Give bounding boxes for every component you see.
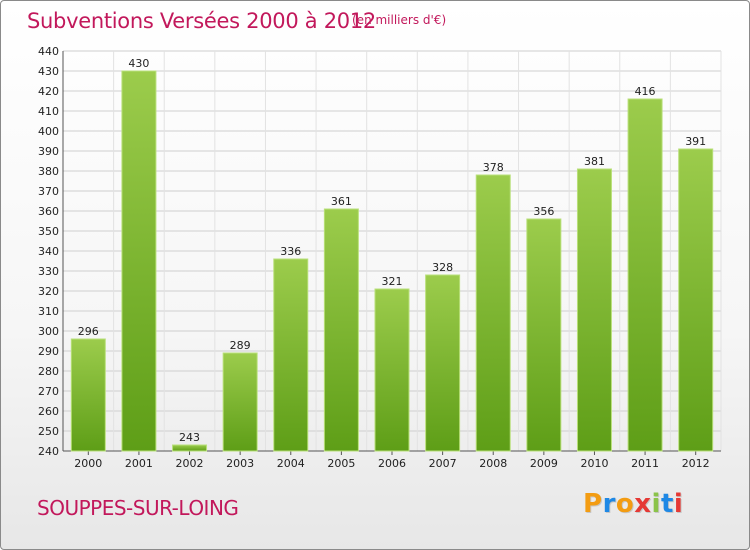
x-tick-label: 2007 xyxy=(429,457,457,470)
y-tick-label: 270 xyxy=(38,385,59,398)
chart-title: Subventions Versées 2000 à 2012 xyxy=(27,9,376,33)
y-tick-label: 240 xyxy=(38,445,59,458)
value-label-2009: 356 xyxy=(533,205,554,218)
bar-2006 xyxy=(374,288,410,452)
bar-2008 xyxy=(475,174,511,452)
bars xyxy=(70,70,714,452)
x-tick-label: 2011 xyxy=(631,457,659,470)
bar-2007 xyxy=(425,274,461,452)
x-tick-label: 2008 xyxy=(479,457,507,470)
y-tick-label: 290 xyxy=(38,345,59,358)
bar-2000 xyxy=(70,338,106,452)
y-tick-label: 320 xyxy=(38,285,59,298)
brand-letter: o xyxy=(615,489,635,519)
y-tick-label: 430 xyxy=(38,65,59,78)
value-label-2002: 243 xyxy=(179,431,200,444)
y-tick-label: 330 xyxy=(38,265,59,278)
brand-letter: t xyxy=(660,489,674,519)
value-label-2012: 391 xyxy=(685,135,706,148)
x-tick-label: 2002 xyxy=(176,457,204,470)
bar-2001 xyxy=(121,70,157,452)
x-tick-label: 2009 xyxy=(530,457,558,470)
y-tick-label: 390 xyxy=(38,145,59,158)
bar-2002 xyxy=(172,444,208,452)
value-label-2000: 296 xyxy=(78,325,99,338)
x-tick-label: 2001 xyxy=(125,457,153,470)
x-tick-label: 2012 xyxy=(682,457,710,470)
value-labels: 296 430 243 289 336 361 321 328 378 356 381 416 391 xyxy=(78,57,706,444)
y-tick-label: 250 xyxy=(38,425,59,438)
x-tick-label: 2010 xyxy=(580,457,608,470)
brand-letter: i xyxy=(673,489,684,519)
y-tick-label: 310 xyxy=(38,305,59,318)
y-tick-label: 400 xyxy=(38,125,59,138)
bar-2005 xyxy=(323,208,359,452)
value-label-2008: 378 xyxy=(483,161,504,174)
x-tick-label: 2000 xyxy=(74,457,102,470)
y-tick-label: 380 xyxy=(38,165,59,178)
value-label-2006: 321 xyxy=(382,275,403,288)
bar-2012 xyxy=(678,148,714,452)
x-tick-label: 2006 xyxy=(378,457,406,470)
brand-letter: x xyxy=(634,489,652,519)
value-label-2003: 289 xyxy=(230,339,251,352)
y-tick-label: 360 xyxy=(38,205,59,218)
y-tick-label: 410 xyxy=(38,105,59,118)
y-tick-label: 420 xyxy=(38,85,59,98)
brand-logo: Proxiti xyxy=(583,489,683,519)
value-label-2011: 416 xyxy=(635,85,656,98)
y-tick-label: 440 xyxy=(38,45,59,58)
commune-name: SOUPPES-SUR-LOING xyxy=(37,496,239,520)
value-label-2010: 381 xyxy=(584,155,605,168)
bar-2010 xyxy=(576,168,612,452)
value-label-2004: 336 xyxy=(280,245,301,258)
y-tick-label: 260 xyxy=(38,405,59,418)
y-tick-label: 340 xyxy=(38,245,59,258)
y-tick-label: 280 xyxy=(38,365,59,378)
x-tick-label: 2005 xyxy=(327,457,355,470)
x-tick-label: 2004 xyxy=(277,457,305,470)
value-label-2007: 328 xyxy=(432,261,453,274)
value-label-2001: 430 xyxy=(128,57,149,70)
bar-2011 xyxy=(627,98,663,452)
bar-2004 xyxy=(273,258,309,452)
brand-letter: i xyxy=(651,489,661,519)
chart-unit: (en milliers d'€) xyxy=(352,13,447,27)
value-label-2005: 361 xyxy=(331,195,352,208)
y-tick-label: 370 xyxy=(38,185,59,198)
axes: 240 250 260 270 280 290 300 310 320 330 340 350 360 3… xyxy=(38,45,721,470)
brand-letter: r xyxy=(602,489,616,519)
bar-2009 xyxy=(526,218,562,452)
x-tick-label: 2003 xyxy=(226,457,254,470)
brand-letter: P xyxy=(583,489,603,519)
bar-2003 xyxy=(222,352,258,452)
y-tick-label: 350 xyxy=(38,225,59,238)
y-tick-label: 300 xyxy=(38,325,59,338)
